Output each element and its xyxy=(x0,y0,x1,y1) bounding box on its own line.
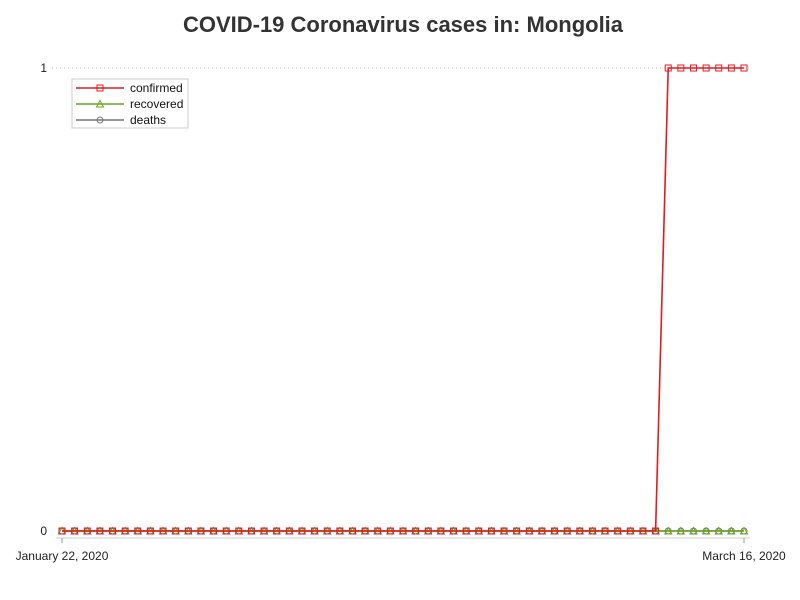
data-point-confirmed xyxy=(311,527,319,535)
data-point-recovered xyxy=(739,526,749,535)
data-point-confirmed xyxy=(727,64,735,72)
y-tick-label-1: 1 xyxy=(40,61,47,75)
series-confirmed xyxy=(58,64,748,535)
data-point-confirmed xyxy=(235,527,243,535)
legend-label-recovered: recovered xyxy=(130,97,183,111)
data-point-confirmed xyxy=(513,527,521,535)
data-point-confirmed xyxy=(525,527,533,535)
data-point-confirmed xyxy=(626,527,634,535)
data-point-confirmed xyxy=(639,527,647,535)
data-point-confirmed xyxy=(614,527,622,535)
x-tick-label-end: March 16, 2020 xyxy=(702,549,786,563)
data-point-confirmed xyxy=(121,527,129,535)
data-point-confirmed xyxy=(273,527,281,535)
data-point-confirmed xyxy=(361,527,369,535)
data-point-confirmed xyxy=(323,527,331,535)
data-point-confirmed xyxy=(58,527,66,535)
data-point-confirmed xyxy=(601,527,609,535)
data-point-confirmed xyxy=(260,527,268,535)
data-point-confirmed xyxy=(146,527,154,535)
data-point-confirmed xyxy=(134,527,142,535)
data-point-confirmed xyxy=(399,527,407,535)
data-point-confirmed xyxy=(576,527,584,535)
x-tick-label-start: January 22, 2020 xyxy=(16,549,109,563)
data-point-confirmed xyxy=(462,527,470,535)
data-point-confirmed xyxy=(551,527,559,535)
data-point-confirmed xyxy=(450,527,458,535)
legend: confirmed recovered deaths xyxy=(71,78,189,129)
data-point-confirmed xyxy=(71,527,79,535)
data-point-confirmed xyxy=(172,527,180,535)
data-point-confirmed xyxy=(437,527,445,535)
data-point-recovered xyxy=(714,526,724,535)
data-point-confirmed xyxy=(336,527,344,535)
y-tick-label-0: 0 xyxy=(40,524,47,538)
data-point-confirmed xyxy=(652,527,660,535)
legend-marker-confirmed xyxy=(96,84,104,92)
data-point-confirmed xyxy=(689,64,697,72)
data-point-confirmed xyxy=(247,527,255,535)
data-point-confirmed xyxy=(96,527,104,535)
data-point-confirmed xyxy=(487,527,495,535)
data-point-confirmed xyxy=(386,527,394,535)
data-point-confirmed xyxy=(374,527,382,535)
legend-item-confirmed: confirmed xyxy=(76,81,183,95)
chart-title: COVID-19 Coronavirus cases in: Mongolia xyxy=(183,12,624,37)
legend-marker-deaths xyxy=(96,116,104,124)
data-point-recovered xyxy=(727,526,736,535)
data-point-confirmed xyxy=(715,64,723,72)
data-point-confirmed xyxy=(348,527,356,535)
data-point-confirmed xyxy=(664,64,672,72)
data-point-confirmed xyxy=(677,64,685,72)
data-point-confirmed xyxy=(475,527,483,535)
series-layer xyxy=(57,64,749,535)
data-point-confirmed xyxy=(588,527,596,535)
series-line-confirmed xyxy=(62,67,744,532)
data-point-confirmed xyxy=(109,527,117,535)
axis-layer: January 22, 2020 March 16, 2020 0 1 xyxy=(16,61,786,563)
data-point-recovered xyxy=(676,526,686,535)
data-point-confirmed xyxy=(702,64,710,72)
data-point-confirmed xyxy=(500,527,508,535)
data-point-confirmed xyxy=(210,527,218,535)
data-point-confirmed xyxy=(222,527,230,535)
legend-marker-recovered xyxy=(95,99,105,108)
data-point-recovered xyxy=(701,526,711,535)
data-point-confirmed xyxy=(197,527,205,535)
data-point-confirmed xyxy=(412,527,420,535)
legend-item-deaths: deaths xyxy=(76,113,166,127)
data-point-confirmed xyxy=(298,527,306,535)
data-point-confirmed xyxy=(159,527,167,535)
data-point-confirmed xyxy=(285,527,293,535)
legend-label-confirmed: confirmed xyxy=(130,81,183,95)
data-point-confirmed xyxy=(184,527,192,535)
data-point-confirmed xyxy=(740,64,748,72)
data-point-confirmed xyxy=(563,527,571,535)
data-point-recovered xyxy=(663,526,673,535)
data-point-confirmed xyxy=(538,527,546,535)
data-point-confirmed xyxy=(424,527,432,535)
legend-label-deaths: deaths xyxy=(130,113,166,127)
data-point-recovered xyxy=(689,526,698,535)
data-point-confirmed xyxy=(83,527,91,535)
legend-item-recovered: recovered xyxy=(76,97,183,111)
